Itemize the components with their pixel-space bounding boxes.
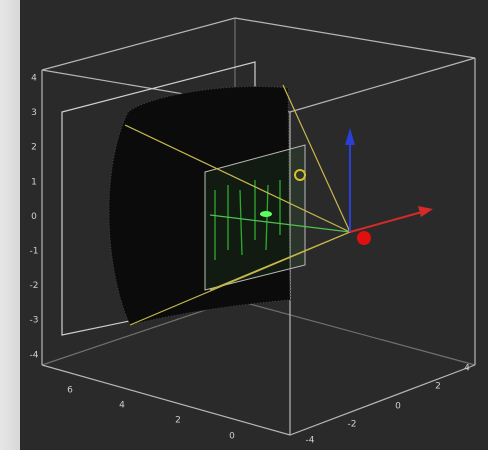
camera-origin [357,231,371,245]
tick-label: -2 [348,420,357,430]
tick-label: 4 [31,74,37,84]
tick-label: 1 [31,177,37,187]
tick-label: 0 [395,402,401,412]
tick-label: 2 [31,143,37,153]
tick-label: 3 [31,108,37,118]
tick-label: -2 [30,281,39,291]
tick-label: -4 [306,436,315,446]
page: 43210-1-2-3-46420-4-2024 (() => { const … [0,0,488,450]
tick-label: 2 [175,416,181,426]
tick-label: -1 [30,247,39,257]
tick-label: 0 [31,212,37,222]
tick-label: 4 [119,401,125,411]
tick-label: 2 [435,382,441,392]
tick-label: 6 [67,386,73,396]
tick-label: 4 [464,364,470,374]
green-marker [260,211,272,217]
tick-label: -4 [30,350,39,360]
tick-label: 0 [229,432,235,442]
viewer: 4 3 2 1 0 -1 -2 -3 -4 6 4 2 0 -4 -2 0 2 4 [0,0,488,450]
tick-label: -3 [30,316,39,326]
